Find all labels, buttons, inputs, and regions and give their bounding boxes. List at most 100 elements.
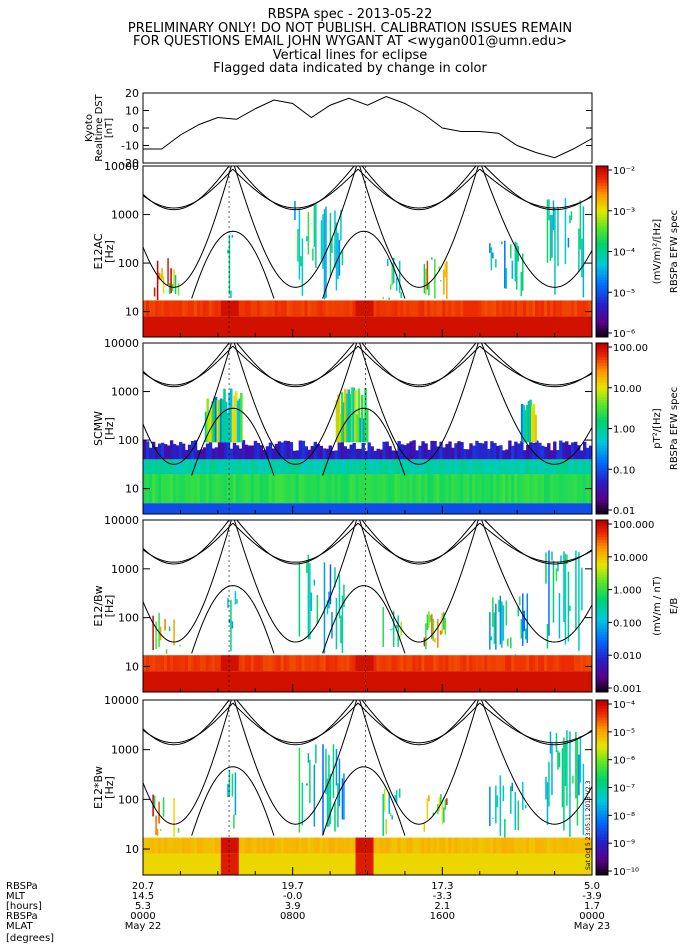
spectrogram-cell <box>430 316 434 337</box>
emission-patch <box>337 232 339 280</box>
spectrogram-cell <box>244 316 249 337</box>
spectrogram-cell <box>427 853 431 875</box>
spectrogram-cell <box>169 503 174 514</box>
spectrogram-cell <box>253 474 258 504</box>
colorbar-swatch <box>596 280 608 284</box>
spectrogram-cell <box>487 448 491 460</box>
spectrogram-cell <box>220 316 225 337</box>
emission-patch <box>569 215 571 224</box>
spectrogram-cell <box>445 655 449 672</box>
warning-line: PRELIMINARY ONLY! DO NOT PUBLISH. CALIBR… <box>127 20 573 36</box>
spectrogram-cell <box>187 300 192 317</box>
spectrogram-cell <box>541 671 545 692</box>
colorbar-swatch <box>596 828 608 832</box>
emission-patch <box>233 814 235 829</box>
emission-patch <box>570 211 573 221</box>
spectrogram-cell <box>202 503 207 514</box>
spectrogram-cell <box>319 655 323 672</box>
colorbar-swatch <box>596 583 608 587</box>
colorbar-swatch <box>596 328 608 332</box>
spectrogram-cell <box>448 503 452 514</box>
spectrogram-cell <box>169 853 174 875</box>
spectrogram-cell <box>325 655 329 672</box>
colorbar-swatch <box>596 365 608 370</box>
footer-row-label: [hours] <box>6 901 42 912</box>
spectrogram-cell <box>313 316 318 337</box>
spectrogram-cell <box>415 655 419 672</box>
spectrogram-cell <box>247 503 252 514</box>
spectrogram-cell <box>478 474 482 504</box>
spectrogram-cell <box>172 655 177 672</box>
fce-curve <box>361 520 477 565</box>
spectrogram-cell <box>448 474 452 504</box>
colorbar-swatch <box>596 402 608 407</box>
spectrogram-cell <box>439 655 443 672</box>
spectrogram-cell <box>151 316 156 337</box>
spectrogram-cell <box>331 316 335 337</box>
emission-patch <box>511 782 514 792</box>
spectrogram-cell <box>589 459 592 475</box>
spectrogram-cell <box>220 459 225 475</box>
fce-curve <box>481 166 592 288</box>
emission-patch <box>228 770 231 797</box>
spectrogram-cell <box>394 450 398 460</box>
colorbar-swatch <box>596 277 608 281</box>
colorbar-swatch <box>596 419 608 424</box>
spectrogram-cell <box>589 445 592 460</box>
colorbar-swatch <box>596 580 608 584</box>
colorbar-swatch <box>596 606 608 610</box>
y-axis-label: SCMW <box>92 411 105 446</box>
spectrogram-cell <box>412 503 416 514</box>
spectrogram-cell <box>166 459 171 475</box>
spectrogram-cell <box>475 671 479 692</box>
spectrogram-cell <box>143 655 147 672</box>
spectrogram-cell <box>280 474 285 504</box>
spectrogram-cell <box>478 442 482 460</box>
spectrogram-cell <box>343 316 347 337</box>
emission-patch <box>316 594 319 624</box>
colorbar-swatch <box>596 764 608 768</box>
emission-patch <box>558 752 561 768</box>
colorbar-title: RBSPa EFW spec <box>669 210 680 293</box>
spectrogram-cell <box>469 474 473 504</box>
spectrogram-cell <box>502 853 506 875</box>
spectrogram-cell <box>163 316 168 337</box>
spectrogram-cell <box>157 459 162 475</box>
spectrogram-cell <box>295 655 300 672</box>
spectrogram-cell <box>226 316 231 337</box>
spectrogram-cell <box>562 474 566 504</box>
spectrogram-cell <box>574 671 578 692</box>
spectrogram-cell <box>253 440 258 460</box>
spectrogram-cell <box>541 837 545 854</box>
spectrogram-cell <box>427 449 431 460</box>
spectrogram-cell <box>451 671 455 692</box>
spectrogram-cell <box>445 671 449 692</box>
spectrogram-cell <box>178 474 183 504</box>
spectrogram-cell <box>157 853 162 875</box>
spectrogram-cell <box>547 459 551 475</box>
colorbar-swatch <box>596 631 608 636</box>
emission-patch <box>444 617 447 635</box>
spectrogram-cell <box>250 503 255 514</box>
spectrogram-cell <box>361 853 365 875</box>
spectrogram-cell <box>208 459 213 475</box>
spectrogram-cell <box>286 440 291 460</box>
spectrogram-cell <box>385 459 389 475</box>
colorbar-swatch <box>596 548 608 553</box>
emission-patch <box>492 817 494 819</box>
spectrogram-cell <box>400 837 404 854</box>
spectrogram-cell <box>334 474 338 504</box>
emission-patch <box>490 247 493 271</box>
spectrogram-cell <box>349 671 353 692</box>
spectrogram-cell <box>244 459 249 475</box>
spectrogram-cell <box>544 316 548 337</box>
spectrogram-cell <box>250 300 255 317</box>
spectrogram-cell <box>337 837 341 854</box>
spectrogram-cell <box>331 503 335 514</box>
colorbar-swatch <box>596 388 608 392</box>
spectrogram-cell <box>571 442 575 460</box>
emission-patch <box>338 574 341 619</box>
spectrogram-cell <box>457 300 461 317</box>
spectrogram-cell <box>145 671 150 692</box>
spectrogram-cell <box>466 853 470 875</box>
